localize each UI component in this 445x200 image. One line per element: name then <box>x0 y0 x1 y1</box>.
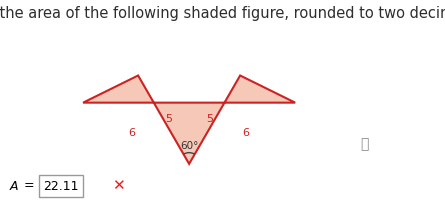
Text: 6: 6 <box>243 128 250 138</box>
Text: $A$: $A$ <box>9 180 20 192</box>
Text: 5: 5 <box>206 114 213 124</box>
Text: Find the area of the following shaded figure, rounded to two decimals.: Find the area of the following shaded fi… <box>0 6 445 21</box>
Polygon shape <box>83 76 295 164</box>
Text: 6: 6 <box>129 128 136 138</box>
Text: 5: 5 <box>165 114 172 124</box>
Text: =: = <box>24 180 35 192</box>
Text: 22.11: 22.11 <box>44 180 79 192</box>
Text: ⓘ: ⓘ <box>361 137 369 151</box>
Text: ✕: ✕ <box>112 178 125 194</box>
Text: 60°: 60° <box>180 141 198 151</box>
